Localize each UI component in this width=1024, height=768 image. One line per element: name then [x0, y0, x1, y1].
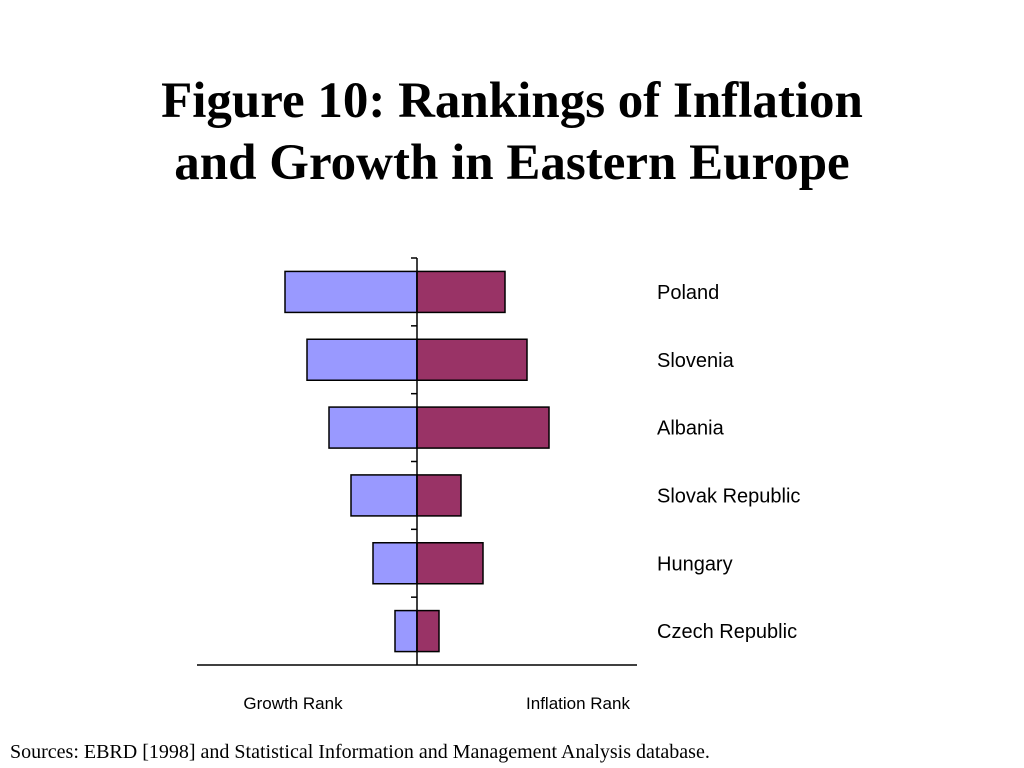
- x-axis-label-left: Growth Rank: [243, 694, 343, 713]
- inflation-bar-slovak-republic: [416, 474, 462, 517]
- category-label-slovenia: Slovenia: [657, 350, 735, 372]
- category-label-hungary: Hungary: [657, 553, 733, 575]
- sources-note: Sources: EBRD [1998] and Statistical Inf…: [10, 741, 710, 763]
- category-labels-group: Poland Slovenia Albania Slovak Republic Hung…: [657, 282, 800, 643]
- growth-bar-poland: [284, 270, 418, 314]
- page-title: Figure 10: Rankings of Inflation and Gro…: [0, 70, 1024, 194]
- growth-bar-slovenia: [306, 338, 418, 381]
- bars-group: [284, 270, 550, 653]
- inflation-bar-slovenia: [416, 338, 528, 381]
- growth-bar-hungary: [372, 542, 418, 585]
- category-label-slovak-republic: Slovak Republic: [657, 485, 800, 507]
- growth-bar-czech-republic: [394, 609, 418, 653]
- category-label-albania: Albania: [657, 418, 725, 440]
- x-axis-label-right: Inflation Rank: [526, 694, 630, 713]
- category-label-poland: Poland: [657, 282, 719, 304]
- category-label-czech-republic: Czech Republic: [657, 621, 797, 643]
- growth-bar-slovak-republic: [350, 474, 418, 517]
- inflation-bar-czech-republic: [416, 609, 440, 653]
- inflation-bar-poland: [416, 270, 506, 314]
- title-line-1: Figure 10: Rankings of Inflation: [161, 73, 863, 129]
- inflation-bar-hungary: [416, 542, 484, 585]
- inflation-bar-albania: [416, 406, 550, 449]
- axes-group: [197, 257, 637, 666]
- growth-bar-albania: [328, 406, 418, 449]
- title-line-2: and Growth in Eastern Europe: [174, 135, 850, 191]
